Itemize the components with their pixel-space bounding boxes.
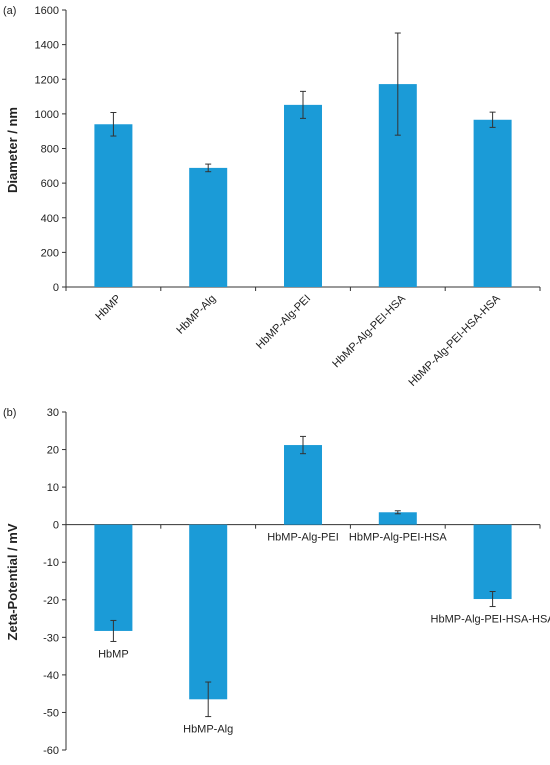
- y-tick-label: 600: [41, 178, 59, 190]
- bar: [94, 124, 133, 287]
- panel-a-label: (a): [3, 5, 16, 17]
- x-category-label: HbMP-Alg-PEI-HSA: [349, 532, 447, 544]
- x-category-label: HbMP: [93, 293, 123, 323]
- y-tick-label: 800: [41, 144, 59, 156]
- y-tick-label: -40: [43, 670, 59, 682]
- x-category-label: HbMP-Alg-PEI-HSA-HSA: [406, 292, 503, 389]
- x-category-label: HbMP: [98, 648, 129, 660]
- y-tick-label: 1600: [35, 5, 59, 17]
- panel-a-diameter-chart: (a) Diameter / nm 0 200 400 600 800 1000 1200 1…: [3, 5, 541, 389]
- bar: [473, 119, 512, 287]
- bar: [189, 524, 228, 700]
- panel-b-y-axis-title: Zeta-Potential / mV: [5, 523, 20, 640]
- y-tick-label: 200: [41, 247, 59, 259]
- bar: [94, 524, 133, 631]
- y-tick-label: -30: [43, 632, 59, 644]
- y-tick-label: 1400: [35, 40, 59, 52]
- bar: [284, 445, 322, 525]
- y-tick-label: 0: [53, 520, 59, 532]
- y-tick-label: 30: [47, 407, 59, 419]
- y-tick-label: 1000: [35, 109, 59, 121]
- x-category-label: HbMP-Alg-PEI-HSA: [330, 292, 408, 370]
- x-category-label: HbMP-Alg: [174, 293, 218, 337]
- y-tick-label: -60: [43, 745, 59, 757]
- y-tick-label: -50: [43, 707, 59, 719]
- y-tick-label: 10: [47, 482, 59, 494]
- x-category-label: HbMP-Alg-PEI-HSA-HSA: [431, 614, 550, 626]
- panel-a-y-axis-title: Diameter / nm: [5, 107, 20, 193]
- panel-b-zeta-potential-chart: (b) Zeta-Potential / mV -60 -50 -40 -30 -20 -…: [3, 407, 550, 757]
- bar: [473, 524, 512, 600]
- x-category-label: HbMP-Alg-PEI: [267, 532, 339, 544]
- y-tick-label: 0: [53, 282, 59, 294]
- y-tick-label: 1200: [35, 74, 59, 86]
- y-tick-label: 20: [47, 445, 59, 457]
- y-tick-label: 400: [41, 213, 59, 225]
- bar: [189, 167, 228, 287]
- bar: [378, 512, 417, 525]
- panel-b-label: (b): [3, 407, 16, 419]
- bar: [284, 104, 322, 287]
- x-category-label: HbMP-Alg-PEI: [254, 293, 313, 352]
- y-tick-label: -20: [43, 595, 59, 607]
- y-tick-label: -10: [43, 557, 59, 569]
- x-category-label: HbMP-Alg: [183, 724, 233, 736]
